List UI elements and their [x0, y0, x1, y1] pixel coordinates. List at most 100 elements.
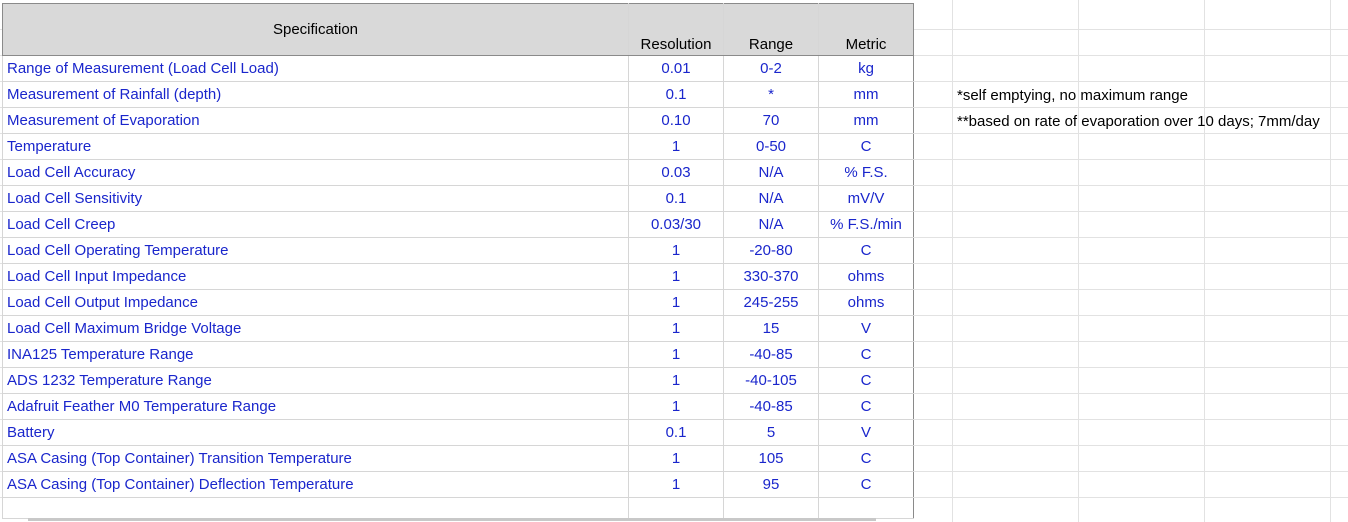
cell-range[interactable]: -40-85 [723, 393, 819, 420]
cell-metric[interactable]: % F.S./min [818, 211, 914, 238]
cell-resolution[interactable]: 1 [628, 263, 724, 290]
specification-table: Specification Resolution Range Metric Ra… [2, 3, 914, 519]
table-row: Adafruit Feather M0 Temperature Range 1 … [2, 393, 914, 420]
empty-cell[interactable] [628, 497, 724, 519]
cell-specification[interactable]: Load Cell Operating Temperature [2, 237, 629, 264]
cell-resolution[interactable]: 0.03/30 [628, 211, 724, 238]
cell-resolution[interactable]: 0.03 [628, 159, 724, 186]
cell-range[interactable]: 0-50 [723, 133, 819, 160]
cell-metric[interactable]: C [818, 393, 914, 420]
cell-resolution[interactable]: 1 [628, 367, 724, 394]
cell-range[interactable]: 245-255 [723, 289, 819, 316]
horizontal-scrollbar[interactable] [28, 518, 876, 521]
cell-metric[interactable]: C [818, 471, 914, 498]
cell-range[interactable]: -40-105 [723, 367, 819, 394]
cell-metric[interactable]: V [818, 315, 914, 342]
cell-resolution[interactable]: 0.1 [628, 81, 724, 108]
header-row: Specification Resolution Range Metric [2, 3, 914, 56]
cell-specification[interactable]: ADS 1232 Temperature Range [2, 367, 629, 394]
cell-specification[interactable]: Load Cell Output Impedance [2, 289, 629, 316]
cell-range[interactable]: N/A [723, 211, 819, 238]
cell-specification[interactable]: Load Cell Maximum Bridge Voltage [2, 315, 629, 342]
table-row: INA125 Temperature Range 1 -40-85 C [2, 341, 914, 368]
cell-range[interactable]: N/A [723, 159, 819, 186]
table-row: Load Cell Creep 0.03/30 N/A % F.S./min [2, 211, 914, 238]
cell-resolution[interactable]: 1 [628, 315, 724, 342]
cell-resolution[interactable]: 1 [628, 393, 724, 420]
cell-specification[interactable]: Load Cell Sensitivity [2, 185, 629, 212]
empty-cell[interactable] [818, 497, 914, 519]
cell-specification[interactable]: INA125 Temperature Range [2, 341, 629, 368]
table-row: ASA Casing (Top Container) Deflection Te… [2, 471, 914, 498]
cell-resolution[interactable]: 1 [628, 133, 724, 160]
cell-range[interactable]: 105 [723, 445, 819, 472]
table-row: ASA Casing (Top Container) Transition Te… [2, 445, 914, 472]
cell-metric[interactable]: kg [818, 55, 914, 82]
cell-resolution[interactable]: 0.01 [628, 55, 724, 82]
note-evaporation[interactable]: **based on rate of evaporation over 10 d… [957, 113, 1320, 130]
cell-metric[interactable]: ohms [818, 263, 914, 290]
cell-metric[interactable]: mV/V [818, 185, 914, 212]
cell-specification[interactable]: Measurement of Rainfall (depth) [2, 81, 629, 108]
table-row: Battery 0.1 5 V [2, 419, 914, 446]
empty-row [2, 497, 914, 519]
cell-metric[interactable]: C [818, 237, 914, 264]
cell-resolution[interactable]: 1 [628, 445, 724, 472]
cell-resolution[interactable]: 0.10 [628, 107, 724, 134]
cell-resolution[interactable]: 0.1 [628, 185, 724, 212]
header-metric[interactable]: Metric [818, 3, 914, 56]
cell-specification[interactable]: Temperature [2, 133, 629, 160]
cell-specification[interactable]: Battery [2, 419, 629, 446]
cell-range[interactable]: 330-370 [723, 263, 819, 290]
table-row: Range of Measurement (Load Cell Load) 0.… [2, 55, 914, 82]
grid-column-line [1330, 0, 1331, 522]
cell-specification[interactable]: Load Cell Creep [2, 211, 629, 238]
cell-resolution[interactable]: 1 [628, 237, 724, 264]
cell-metric[interactable]: mm [818, 81, 914, 108]
cell-range[interactable]: 5 [723, 419, 819, 446]
cell-metric[interactable]: % F.S. [818, 159, 914, 186]
cell-range[interactable]: -40-85 [723, 341, 819, 368]
cell-metric[interactable]: C [818, 445, 914, 472]
cell-metric[interactable]: C [818, 367, 914, 394]
cell-range[interactable]: 95 [723, 471, 819, 498]
table-row: Load Cell Operating Temperature 1 -20-80… [2, 237, 914, 264]
cell-specification[interactable]: ASA Casing (Top Container) Deflection Te… [2, 471, 629, 498]
table-row: Measurement of Evaporation 0.10 70 mm [2, 107, 914, 134]
table-row: Load Cell Input Impedance 1 330-370 ohms [2, 263, 914, 290]
cell-metric[interactable]: mm [818, 107, 914, 134]
table-row: ADS 1232 Temperature Range 1 -40-105 C [2, 367, 914, 394]
header-range[interactable]: Range [723, 3, 819, 56]
cell-range[interactable]: 0-2 [723, 55, 819, 82]
header-specification[interactable]: Specification [2, 3, 629, 56]
cell-specification[interactable]: Load Cell Input Impedance [2, 263, 629, 290]
table-row: Measurement of Rainfall (depth) 0.1 * mm [2, 81, 914, 108]
cell-resolution[interactable]: 0.1 [628, 419, 724, 446]
header-resolution[interactable]: Resolution [628, 3, 724, 56]
cell-specification[interactable]: Range of Measurement (Load Cell Load) [2, 55, 629, 82]
note-rainfall[interactable]: *self emptying, no maximum range [957, 87, 1188, 104]
cell-specification[interactable]: Measurement of Evaporation [2, 107, 629, 134]
cell-metric[interactable]: ohms [818, 289, 914, 316]
grid-column-line [952, 0, 953, 522]
cell-specification[interactable]: ASA Casing (Top Container) Transition Te… [2, 445, 629, 472]
cell-metric[interactable]: C [818, 133, 914, 160]
cell-specification[interactable]: Load Cell Accuracy [2, 159, 629, 186]
cell-range[interactable]: -20-80 [723, 237, 819, 264]
table-row: Load Cell Sensitivity 0.1 N/A mV/V [2, 185, 914, 212]
grid-column-line [1078, 0, 1079, 522]
cell-resolution[interactable]: 1 [628, 341, 724, 368]
cell-metric[interactable]: C [818, 341, 914, 368]
cell-specification[interactable]: Adafruit Feather M0 Temperature Range [2, 393, 629, 420]
empty-cell[interactable] [2, 497, 629, 519]
cell-range[interactable]: 70 [723, 107, 819, 134]
table-row: Load Cell Maximum Bridge Voltage 1 15 V [2, 315, 914, 342]
cell-range[interactable]: N/A [723, 185, 819, 212]
cell-range[interactable]: 15 [723, 315, 819, 342]
empty-cell[interactable] [723, 497, 819, 519]
cell-resolution[interactable]: 1 [628, 289, 724, 316]
cell-resolution[interactable]: 1 [628, 471, 724, 498]
cell-range[interactable]: * [723, 81, 819, 108]
cell-metric[interactable]: V [818, 419, 914, 446]
